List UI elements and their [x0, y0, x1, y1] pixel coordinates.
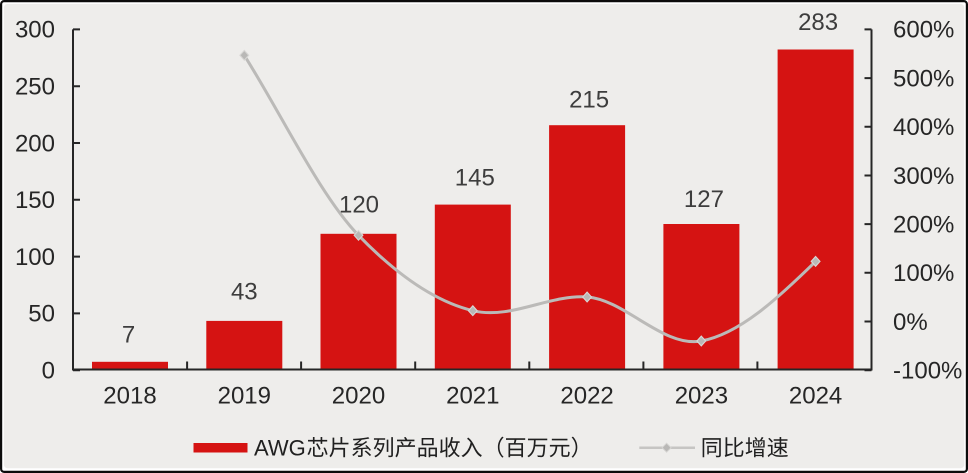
svg-text:600%: 600%	[893, 17, 954, 44]
svg-text:0: 0	[42, 358, 55, 385]
svg-text:150: 150	[15, 187, 55, 214]
svg-text:215: 215	[569, 87, 609, 114]
svg-text:43: 43	[231, 278, 258, 305]
svg-text:120: 120	[339, 191, 379, 218]
svg-text:0%: 0%	[893, 309, 928, 336]
svg-text:500%: 500%	[893, 65, 954, 92]
svg-text:AWG: AWG	[254, 436, 306, 461]
svg-text:200: 200	[15, 130, 55, 157]
svg-text:400%: 400%	[893, 114, 954, 141]
svg-text:2023: 2023	[675, 383, 728, 410]
svg-text:50: 50	[28, 301, 55, 328]
svg-text:283: 283	[798, 9, 838, 36]
svg-text:145: 145	[455, 165, 495, 192]
svg-text:100%: 100%	[893, 260, 954, 287]
svg-text:2019: 2019	[218, 383, 271, 410]
svg-text:200%: 200%	[893, 211, 954, 238]
svg-text:127: 127	[684, 186, 724, 213]
svg-text:7: 7	[122, 322, 135, 349]
svg-text:300%: 300%	[893, 163, 954, 190]
svg-text:2020: 2020	[332, 383, 385, 410]
svg-text:300: 300	[15, 17, 55, 44]
svg-text:100: 100	[15, 244, 55, 271]
svg-text:2018: 2018	[103, 383, 156, 410]
svg-text:-100%: -100%	[893, 358, 962, 385]
svg-text:2021: 2021	[446, 383, 499, 410]
svg-text:2022: 2022	[560, 383, 613, 410]
svg-text:250: 250	[15, 74, 55, 101]
svg-text:2024: 2024	[789, 383, 842, 410]
